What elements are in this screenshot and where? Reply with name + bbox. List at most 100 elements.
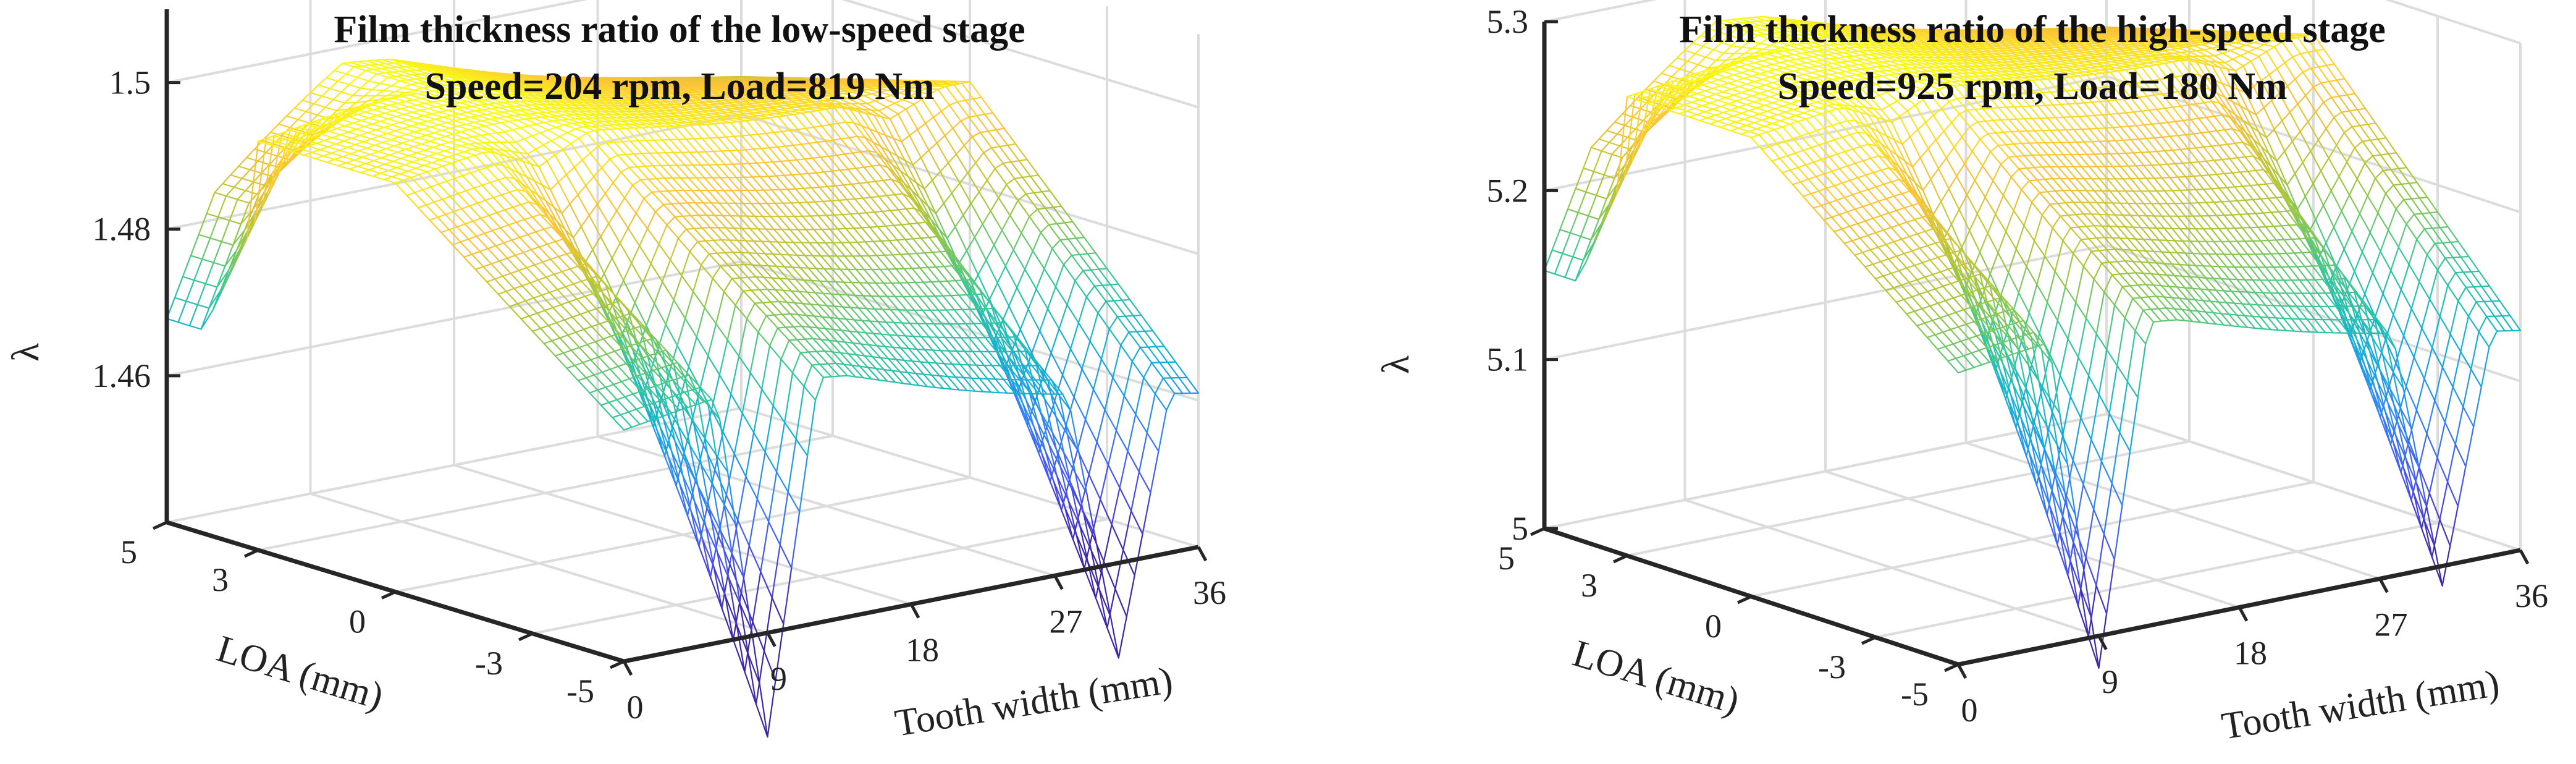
surface-segment <box>185 279 195 302</box>
surface-segment <box>948 104 962 122</box>
surface-segment <box>641 152 650 155</box>
surface-segment <box>349 61 363 67</box>
surface-segment <box>395 164 405 169</box>
surface-segment <box>214 183 224 193</box>
surface-segment <box>277 141 290 146</box>
surface-segment <box>561 203 571 214</box>
surface-segment <box>287 146 300 162</box>
surface-segment <box>480 214 490 219</box>
grid-line <box>741 113 1199 255</box>
surface-segment <box>397 148 406 153</box>
surface-segment <box>401 142 415 148</box>
surface-segment <box>654 203 665 213</box>
surface-segment <box>394 87 404 93</box>
surface-segment <box>639 245 652 265</box>
surface-segment <box>589 152 603 169</box>
surface-segment <box>246 140 259 240</box>
surface-segment <box>433 130 443 134</box>
surface-segment <box>602 129 612 131</box>
surface-segment <box>293 100 303 109</box>
surface-segment <box>322 152 332 157</box>
surface-segment <box>507 221 517 226</box>
surface-segment <box>410 174 420 179</box>
surface-segment <box>437 124 451 129</box>
surface-segment <box>646 211 657 229</box>
surface-segment <box>584 295 597 310</box>
surface-segment <box>390 136 400 141</box>
grid-line <box>741 260 1199 402</box>
surface-segment <box>570 349 584 363</box>
surface-segment <box>273 135 287 140</box>
surface-segment <box>316 127 330 132</box>
surface-segment <box>350 153 363 158</box>
surface-segment <box>681 124 692 127</box>
surface-segment <box>608 210 618 224</box>
surface-segment <box>217 195 227 218</box>
surface-segment <box>364 69 377 75</box>
surface-segment <box>398 80 412 85</box>
surface-segment <box>604 193 618 211</box>
surface-segment <box>361 103 371 107</box>
surface-segment <box>357 61 371 66</box>
surface-segment <box>403 113 416 119</box>
surface-segment <box>937 88 950 106</box>
grid-line <box>166 113 742 231</box>
surface-segment <box>550 258 563 273</box>
surface-segment <box>707 323 717 357</box>
surface-segment <box>704 307 717 325</box>
surface-segment <box>389 58 403 64</box>
surface-segment <box>465 123 478 129</box>
surface-segment <box>628 166 638 168</box>
surface-segment <box>445 122 459 127</box>
surface-segment <box>562 349 572 354</box>
surface-segment <box>476 200 487 204</box>
surface-segment <box>546 240 556 245</box>
surface-segment <box>530 246 540 251</box>
surface-segment <box>473 122 486 127</box>
surface-segment <box>344 125 357 130</box>
surface-segment <box>393 145 406 150</box>
surface-segment <box>765 132 775 134</box>
surface-segment <box>608 158 622 173</box>
surface-segment <box>293 107 307 112</box>
surface-segment <box>544 310 557 324</box>
surface-segment <box>422 186 432 191</box>
surface-segment <box>746 318 759 333</box>
surface-segment <box>468 202 479 207</box>
surface-segment <box>565 283 575 287</box>
surface-segment <box>204 261 214 284</box>
surface-segment <box>330 150 340 154</box>
surface-segment <box>494 112 507 117</box>
surface-segment <box>419 109 432 115</box>
surface-segment <box>899 253 909 255</box>
surface-segment <box>497 117 510 122</box>
surface-segment <box>233 177 243 188</box>
surface-segment <box>747 276 757 278</box>
surface-segment <box>386 132 400 138</box>
surface-segment <box>746 302 756 320</box>
surface-segment <box>390 80 400 87</box>
surface-segment <box>1019 308 1029 331</box>
surface-segment <box>831 169 841 172</box>
surface-segment <box>362 138 373 143</box>
surface-segment <box>843 183 852 186</box>
surface-segment <box>635 212 649 229</box>
surface-segment <box>269 155 279 166</box>
surface-segment <box>580 226 594 251</box>
surface-segment <box>542 140 552 146</box>
surface-segment <box>983 112 994 115</box>
surface-segment <box>507 257 520 271</box>
surface-segment <box>901 135 911 143</box>
surface-segment <box>391 173 401 178</box>
surface-segment <box>351 87 361 96</box>
surface-segment <box>468 236 478 240</box>
surface-segment <box>398 136 411 142</box>
surface-segment <box>520 127 533 137</box>
surface-segment <box>314 158 328 163</box>
surface-segment <box>634 282 644 303</box>
surface-segment <box>313 103 326 108</box>
surface-segment <box>629 140 639 142</box>
surface-segment <box>1001 229 1014 251</box>
surface-segment <box>289 127 302 132</box>
surface-segment <box>353 156 363 161</box>
